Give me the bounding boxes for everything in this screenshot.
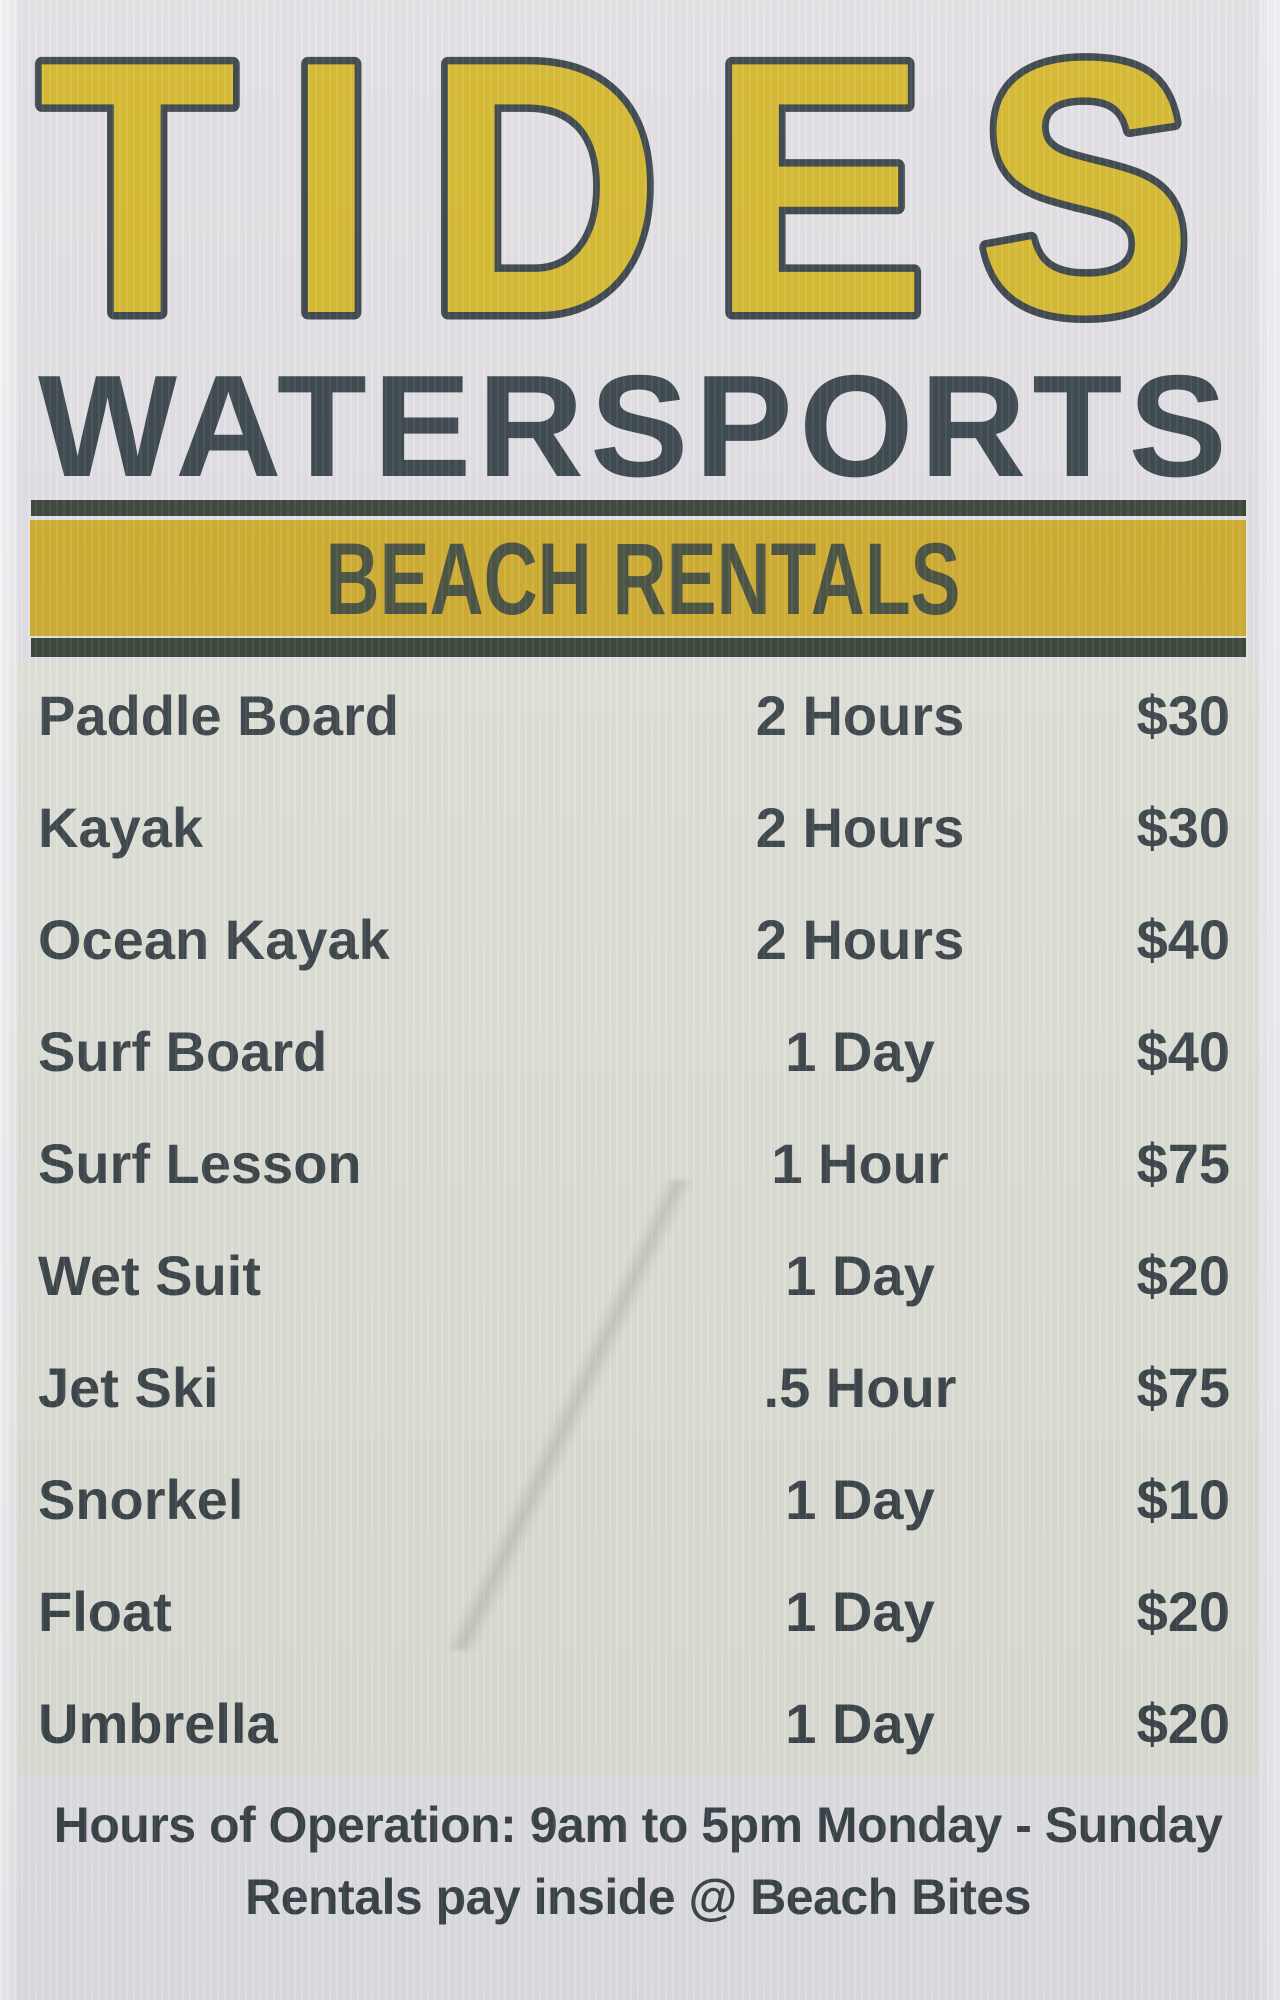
table-row: Wet Suit 1 Day $20 bbox=[18, 1220, 1258, 1332]
divider-rule-top bbox=[31, 500, 1246, 516]
sign-subtitle: WATERSPORTS bbox=[38, 345, 1233, 507]
item-label: Paddle Board bbox=[38, 684, 399, 747]
duration-label: 1 Day bbox=[785, 1468, 935, 1531]
sign-title: TIDES bbox=[38, 0, 1243, 389]
price-label: $10 bbox=[1136, 1468, 1230, 1531]
duration-label: .5 Hour bbox=[763, 1356, 957, 1419]
duration-label: 1 Day bbox=[785, 1020, 935, 1083]
duration-label: 2 Hours bbox=[755, 684, 965, 747]
banner-graphic: BEACH RENTALS bbox=[326, 522, 961, 636]
price-label: $30 bbox=[1136, 684, 1230, 747]
footer-area bbox=[18, 1777, 1258, 2000]
duration-label: 1 Hour bbox=[771, 1132, 949, 1195]
price-label: $20 bbox=[1136, 1244, 1230, 1307]
rental-price-list: Paddle Board 2 Hours $30 Kayak 2 Hours $… bbox=[18, 660, 1258, 1780]
sign-left-edge bbox=[0, 0, 18, 2000]
footer: Hours of Operation: 9am to 5pm Monday - … bbox=[18, 1795, 1258, 1939]
sign-title-graphic: TIDES bbox=[31, 0, 1196, 397]
table-row: Ocean Kayak 2 Hours $40 bbox=[18, 884, 1258, 996]
table-row: Surf Board 1 Day $40 bbox=[18, 996, 1258, 1108]
price-label: $20 bbox=[1136, 1692, 1230, 1755]
item-label: Surf Lesson bbox=[38, 1132, 362, 1195]
price-label: $20 bbox=[1136, 1580, 1230, 1643]
banner-title: BEACH RENTALS bbox=[326, 522, 961, 636]
sign-subtitle-graphic: WATERSPORTS bbox=[38, 345, 1227, 507]
duration-label: 1 Day bbox=[785, 1244, 935, 1307]
table-row: Kayak 2 Hours $30 bbox=[18, 772, 1258, 884]
item-label: Wet Suit bbox=[38, 1244, 261, 1307]
price-label: $40 bbox=[1136, 1020, 1230, 1083]
duration-label: 1 Day bbox=[785, 1580, 935, 1643]
table-row: Umbrella 1 Day $20 bbox=[18, 1668, 1258, 1780]
sign-right-edge bbox=[1258, 0, 1280, 2000]
item-label: Ocean Kayak bbox=[38, 908, 390, 971]
item-label: Umbrella bbox=[38, 1692, 278, 1755]
footer-line-1: Hours of Operation: 9am to 5pm Monday - … bbox=[53, 1797, 1223, 1853]
item-label: Snorkel bbox=[38, 1468, 244, 1531]
table-row: Paddle Board 2 Hours $30 bbox=[18, 660, 1258, 772]
price-label: $30 bbox=[1136, 796, 1230, 859]
item-label: Jet Ski bbox=[38, 1356, 219, 1419]
footer-line-2: Rentals pay inside @ Beach Bites bbox=[245, 1869, 1031, 1925]
item-label: Surf Board bbox=[38, 1020, 328, 1083]
table-row: Jet Ski .5 Hour $75 bbox=[18, 1332, 1258, 1444]
table-row: Surf Lesson 1 Hour $75 bbox=[18, 1108, 1258, 1220]
item-label: Kayak bbox=[38, 796, 204, 859]
table-row: Snorkel 1 Day $10 bbox=[18, 1444, 1258, 1556]
duration-label: 2 Hours bbox=[755, 908, 965, 971]
price-label: $75 bbox=[1136, 1132, 1230, 1195]
divider-rule-bottom bbox=[31, 638, 1246, 657]
item-label: Float bbox=[38, 1580, 172, 1643]
price-label: $40 bbox=[1136, 908, 1230, 971]
duration-label: 1 Day bbox=[785, 1692, 935, 1755]
table-row: Float 1 Day $20 bbox=[18, 1556, 1258, 1668]
duration-label: 2 Hours bbox=[755, 796, 965, 859]
price-list-area bbox=[18, 660, 1258, 1777]
price-label: $75 bbox=[1136, 1356, 1230, 1419]
banner-background bbox=[30, 520, 1246, 636]
